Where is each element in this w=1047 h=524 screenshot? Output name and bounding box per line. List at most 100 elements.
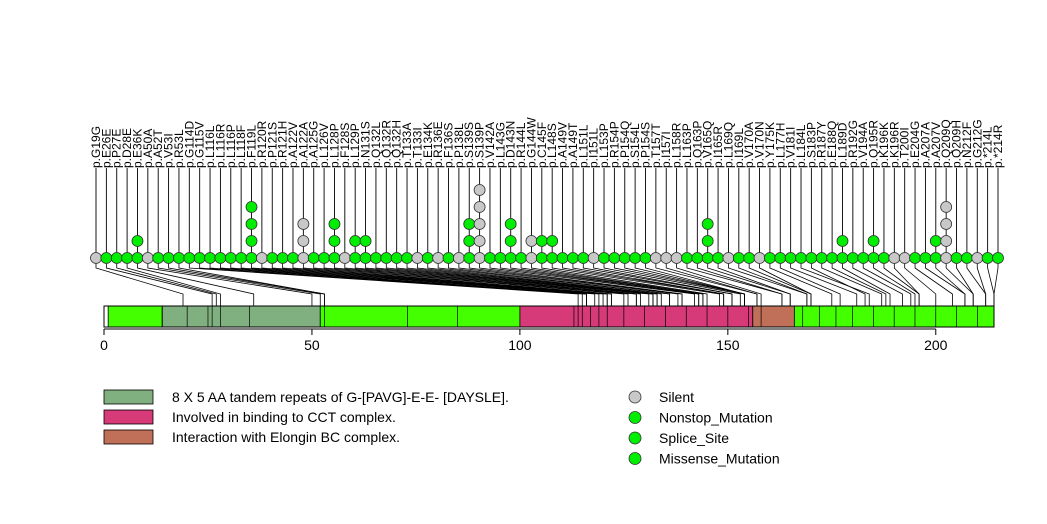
mutation-dot [204,252,216,264]
mutation-label: p.P27E [110,129,124,168]
protein-region-base [107,305,163,328]
mutation-dot [463,235,476,247]
mutation-dot [183,252,196,264]
mutation-dot [255,252,268,264]
mutation-dot [836,252,849,264]
legend-swatch [103,429,154,445]
mutation-label: p.Q163P [690,121,704,168]
mutation-label: p.R136E [431,121,445,168]
mutation-dot [701,218,714,230]
mutation-label: p.L126V [317,123,331,168]
mutation-dot [380,252,393,264]
mutation-label: p.R154P [607,121,621,168]
mutation-dot [152,252,165,264]
mutation-dot [836,235,849,247]
position-connector [993,258,999,306]
mutation-label: p.L184L [794,124,808,168]
legend-label: Involved in binding to CCT complex. [172,409,396,425]
mutation-label: p.V53I [162,133,176,168]
mutation-dot [795,252,807,264]
mutation-label: p.N212F [960,122,974,168]
mutation-label: p.A149V [556,122,570,168]
mutation-dot [764,252,776,264]
mutation-dot [681,252,693,264]
mutation-label: p.A207A [918,122,932,168]
mutation-label: p.A122A [296,122,310,168]
mutation-dot [473,201,486,213]
mutation-dot [722,252,735,264]
mutation-label: p.Q132L [369,122,383,168]
mutation-dot [535,252,548,264]
mutation-dot [432,252,445,264]
mutation-dot [556,252,569,264]
legend-swatch [103,409,154,425]
mutation-label: p.A52T [151,129,165,168]
mutation-dot [318,252,330,264]
mutation-dot [328,252,341,264]
mutation-dot [473,184,486,196]
mutation-label: p.S139P [473,122,487,168]
mutation-dot [960,252,973,264]
mutation-dot [867,252,880,264]
mutation-label: p.K196R [887,121,901,168]
mutation-dot [473,252,486,264]
mutation-dot [224,252,237,264]
position-connector [821,258,883,306]
protein-region-tandem [161,305,321,328]
mutation-dot [297,218,310,230]
mutation-dot [141,252,154,264]
mutation-dot [235,252,248,264]
mutation-label: p.F136S [442,123,456,168]
mutation-dot [940,252,953,264]
mutation-label: p.Q209Q [939,119,953,168]
position-connector [717,258,791,306]
mutation-dot [484,252,496,264]
mutation-label: p.A149T [566,122,580,168]
mutation-dot [971,252,984,264]
mutation-dot [784,252,797,264]
mutation-label: p.G144W [524,117,538,168]
mutation-label: p.L189D [835,122,849,168]
mutation-dot [401,252,413,264]
mutation-dot [421,252,434,264]
mutation-dot [940,218,953,230]
mutation-label: p.G19G [89,126,103,168]
mutation-dot [338,252,351,264]
mutation-dot [805,252,818,264]
mutation-dot [546,252,559,264]
mutation-dot [463,252,476,264]
mutation-dot [753,252,766,264]
mutation-dot [173,252,185,264]
mutation-label: p.L118F [234,125,248,168]
mutation-dot [919,252,932,264]
mutation-label: p.P154S [638,122,652,168]
mutation-label: p.V170A [742,122,756,168]
mutation-dot [193,252,206,264]
mutation-dot [276,252,289,264]
mutation-label: p.F119L [245,125,259,168]
mutation-label: p.L148S [545,123,559,168]
mutation-label: p.L129P [348,123,362,168]
mutation-label: p.I157I [659,131,673,168]
position-connector [842,258,891,306]
mutation-dot [929,235,942,247]
mutation-dot [660,252,673,264]
position-connector [987,258,995,306]
x-tick-label: 50 [304,337,320,353]
position-connector [976,258,987,306]
mutation-label: p.I169L [732,128,746,168]
mutation-label: p.L153P [597,123,611,168]
mutation-dot [629,252,642,264]
mutation-label: p.I165R [711,126,725,168]
mutation-dot [649,252,662,264]
legend-label: Interaction with Elongin BC complex. [172,429,400,445]
mutation-dot [411,252,424,264]
mutation-label: p.R192G [846,120,860,168]
position-connector [779,258,841,306]
mutation-dot [888,252,901,264]
mutation-dot [981,252,994,264]
position-connector [157,258,321,306]
legend-dot [628,411,642,424]
mutation-label: p.V194A [856,122,870,168]
